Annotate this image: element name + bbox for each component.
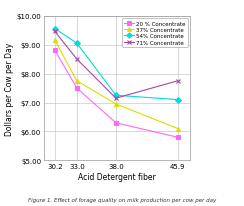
- 71% Concentrate: [176, 80, 179, 83]
- 20 % Concentrate: [114, 122, 117, 124]
- 71% Concentrate: [114, 97, 117, 100]
- Legend: 20 % Concentrate, 37% Concentrate, 54% Concentrate, 71% Concentrate: 20 % Concentrate, 37% Concentrate, 54% C…: [122, 19, 188, 48]
- 54% Concentrate: [75, 43, 78, 45]
- Text: Figure 1. Effect of forage quality on milk production per cow per day: Figure 1. Effect of forage quality on mi…: [28, 197, 216, 202]
- Line: 20 % Concentrate: 20 % Concentrate: [53, 49, 180, 140]
- 37% Concentrate: [53, 40, 56, 42]
- 54% Concentrate: [53, 28, 56, 31]
- Line: 71% Concentrate: 71% Concentrate: [53, 30, 180, 101]
- 20 % Concentrate: [75, 87, 78, 90]
- 20 % Concentrate: [176, 136, 179, 139]
- 37% Concentrate: [75, 80, 78, 83]
- 37% Concentrate: [114, 103, 117, 106]
- Y-axis label: Dollars per Cow per Day: Dollars per Cow per Day: [5, 42, 14, 135]
- 71% Concentrate: [75, 59, 78, 61]
- X-axis label: Acid Detergent fiber: Acid Detergent fiber: [78, 172, 156, 181]
- Line: 37% Concentrate: 37% Concentrate: [53, 39, 180, 131]
- 71% Concentrate: [53, 31, 56, 34]
- 54% Concentrate: [176, 99, 179, 101]
- 54% Concentrate: [114, 95, 117, 97]
- Line: 54% Concentrate: 54% Concentrate: [53, 27, 180, 102]
- 20 % Concentrate: [53, 50, 56, 52]
- 37% Concentrate: [176, 128, 179, 130]
